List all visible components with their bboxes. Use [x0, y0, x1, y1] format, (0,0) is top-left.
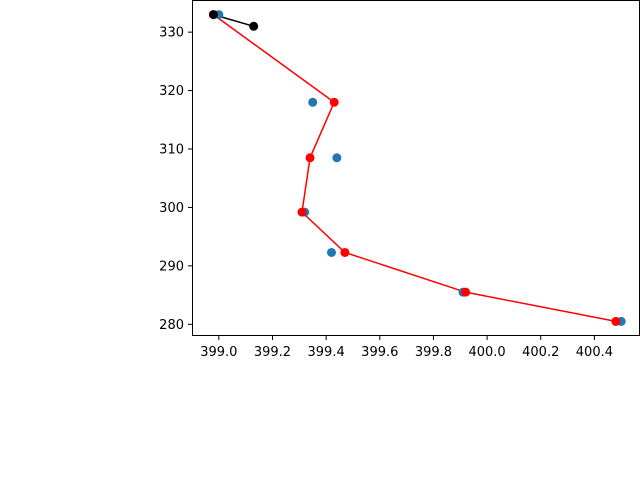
y-tick-label: 280 [159, 318, 184, 333]
series-1-point-3 [297, 207, 307, 217]
x-tick-label: 399.6 [361, 345, 398, 360]
x-tick-label: 399.8 [415, 345, 452, 360]
x-tick-label: 400.2 [522, 345, 559, 360]
x-tick-label: 400.0 [468, 345, 505, 360]
y-tick-label: 300 [159, 201, 184, 216]
series-1-point-4 [340, 247, 350, 257]
series-2-point-0 [208, 10, 218, 20]
x-tick-label: 399.0 [200, 345, 237, 360]
series-1-point-5 [461, 287, 471, 297]
series-1-point-6 [611, 316, 621, 326]
series-1-point-1 [329, 97, 339, 107]
series-2-point-1 [249, 21, 259, 31]
x-tick-label: 399.2 [254, 345, 291, 360]
y-tick-label: 310 [159, 143, 184, 158]
series-0-point-2 [332, 153, 342, 163]
y-tick-label: 330 [159, 26, 184, 41]
y-tick-label: 290 [159, 259, 184, 274]
y-tick-label: 320 [159, 84, 184, 99]
x-tick-label: 400.4 [576, 345, 613, 360]
x-tick-label: 399.4 [308, 345, 345, 360]
series-1-point-2 [305, 153, 315, 163]
series-0-point-4 [327, 247, 336, 257]
series-0-point-1 [308, 97, 318, 107]
